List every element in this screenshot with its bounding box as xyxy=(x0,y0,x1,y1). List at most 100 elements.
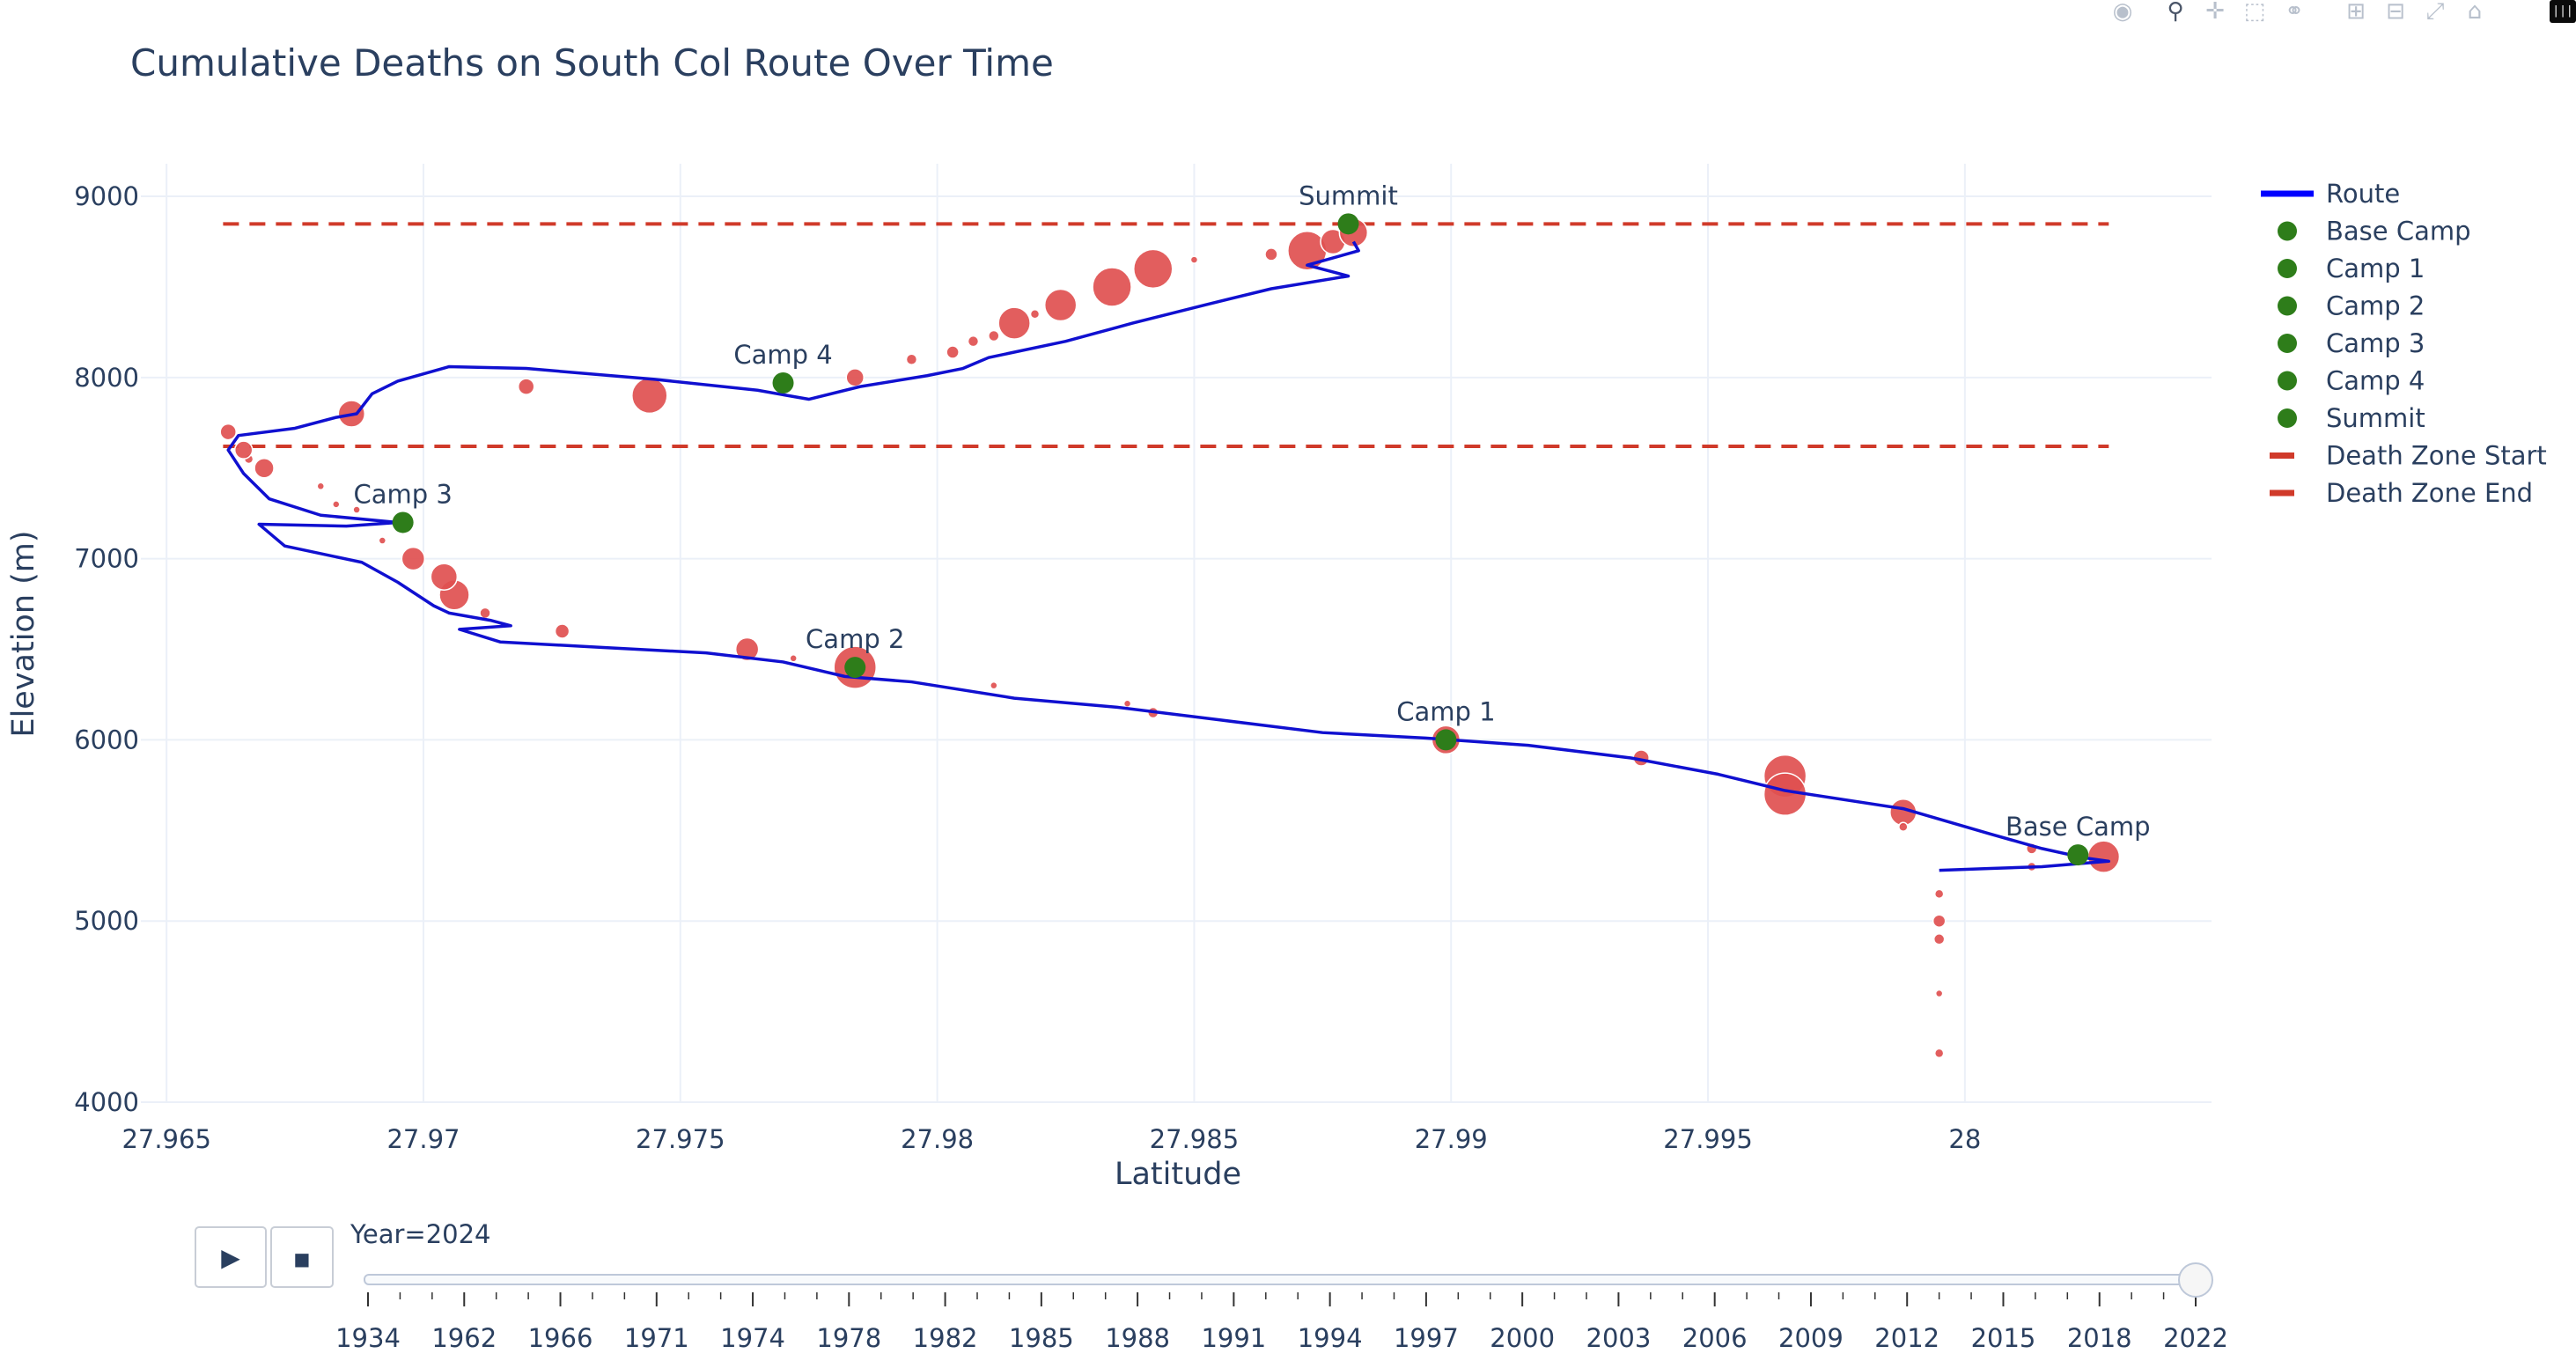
death-marker xyxy=(1122,699,1132,709)
death-marker xyxy=(845,368,865,387)
death-marker xyxy=(1898,821,1909,832)
death-marker xyxy=(1933,888,1945,900)
death-marker xyxy=(990,680,998,690)
slider-tick-label: 1994 xyxy=(1298,1323,1363,1353)
death-marker xyxy=(1189,255,1199,264)
slider-rail[interactable] xyxy=(364,1274,2200,1285)
plotly-logo-icon[interactable]: ||| xyxy=(2550,0,2576,23)
zoom-out-icon[interactable]: ⊟ xyxy=(2386,0,2405,25)
death-marker xyxy=(479,607,491,620)
death-marker xyxy=(946,345,960,359)
zoom-icon[interactable]: ⚲ xyxy=(2167,0,2184,25)
y-axis-ticks: 4000 5000 6000 7000 8000 9000 xyxy=(74,181,139,1117)
death-marker xyxy=(401,546,426,571)
x-tick-label: 27.98 xyxy=(901,1124,974,1154)
legend-item-label: Camp 3 xyxy=(2326,328,2425,358)
reset-axes-icon[interactable]: ⌂ xyxy=(2467,0,2483,25)
camera-icon[interactable]: ◉ xyxy=(2112,0,2133,25)
play-button[interactable] xyxy=(195,1226,267,1288)
x-axis-ticks: 27.965 27.97 27.975 27.98 27.985 27.99 27.995 2… xyxy=(121,1124,1981,1154)
grid-lines xyxy=(141,164,2212,1103)
death-marker xyxy=(1932,933,1946,945)
camp-label: Camp 3 xyxy=(353,479,452,509)
legend-item-label: Base Camp xyxy=(2326,217,2471,246)
camp-marker xyxy=(1435,729,1457,751)
slider-tick-label: 1991 xyxy=(1201,1323,1266,1353)
chart-title: Cumulative Deaths on South Col Route Ove… xyxy=(130,41,1054,85)
death-marker xyxy=(254,457,275,479)
slider-tick-label: 2012 xyxy=(1874,1323,1939,1353)
route-path xyxy=(226,240,2111,872)
death-marker xyxy=(517,378,535,395)
death-marker xyxy=(631,377,668,415)
autoscale-icon[interactable]: ⤢ xyxy=(2425,0,2445,25)
slider-tick-label: 2009 xyxy=(1778,1323,1844,1353)
camp-marker xyxy=(772,372,794,394)
x-tick-label: 28 xyxy=(1948,1124,1981,1154)
slider-handle[interactable] xyxy=(2178,1262,2213,1298)
legend-camp-swatch xyxy=(2278,221,2297,241)
legend-camp-swatch xyxy=(2278,296,2297,316)
slider-tick-label: 2022 xyxy=(2163,1323,2228,1353)
y-tick-label: 7000 xyxy=(74,544,139,574)
x-tick-label: 27.97 xyxy=(386,1124,460,1154)
slider-tick-label: 1971 xyxy=(624,1323,689,1353)
slider-tick-label: 1997 xyxy=(1394,1323,1459,1353)
camp-label: Camp 4 xyxy=(733,340,832,370)
death-marker xyxy=(734,636,760,662)
camp-marker xyxy=(392,511,414,533)
death-marker xyxy=(1132,248,1174,290)
death-marker xyxy=(789,654,798,663)
slider-ticks: 1934 1962 1966 1971 1974 1978 1982 1985 1988 1991… xyxy=(335,1292,2228,1353)
camp-label: Camp 2 xyxy=(806,624,904,654)
slider-tick-label: 1962 xyxy=(431,1323,497,1353)
year-slider: ▶ ■ Year=2024 1934 1962 1966 1971 1974 1978 19… xyxy=(195,1219,2228,1353)
death-marker xyxy=(378,536,387,545)
legend-camp-swatch xyxy=(2278,371,2297,391)
slider-tick-label: 2006 xyxy=(1682,1323,1748,1353)
slider-tick-label: 1934 xyxy=(335,1323,401,1353)
box-select-icon[interactable]: ⬚ xyxy=(2243,0,2266,25)
slider-tick-label: 1985 xyxy=(1009,1323,1074,1353)
camp-marker xyxy=(844,657,866,679)
slider-tick-label: 2003 xyxy=(1586,1323,1652,1353)
slider-tick-label: 2018 xyxy=(2067,1323,2132,1353)
legend-item-label: Death Zone End xyxy=(2326,478,2533,508)
x-tick-label: 27.995 xyxy=(1663,1124,1752,1154)
death-zone-lines xyxy=(223,222,2109,449)
legend-item-label: Camp 1 xyxy=(2326,254,2425,283)
camp-marker xyxy=(1337,213,1359,235)
death-marker xyxy=(316,482,326,491)
y-tick-label: 6000 xyxy=(74,725,139,754)
camp-label: Summit xyxy=(1299,180,1398,210)
death-markers xyxy=(219,217,2121,1059)
death-marker xyxy=(1934,989,1944,998)
lasso-icon[interactable]: ⚭ xyxy=(2285,0,2304,25)
death-marker xyxy=(905,353,918,366)
y-tick-label: 4000 xyxy=(74,1087,139,1117)
legend-item-label: Camp 4 xyxy=(2326,366,2425,396)
legend-item-label: Route xyxy=(2326,179,2400,209)
death-marker xyxy=(967,335,980,348)
stop-button[interactable] xyxy=(270,1226,334,1288)
legend-camp-swatch xyxy=(2278,408,2297,428)
x-tick-label: 27.965 xyxy=(121,1124,210,1154)
x-tick-label: 27.99 xyxy=(1415,1124,1488,1154)
y-tick-label: 8000 xyxy=(74,363,139,393)
slider-tick-label: 1982 xyxy=(913,1323,978,1353)
camp-label: Camp 1 xyxy=(1396,696,1495,726)
death-marker xyxy=(554,623,570,639)
death-marker xyxy=(1264,247,1278,261)
death-marker xyxy=(988,329,1000,342)
zoom-in-icon[interactable]: ⊞ xyxy=(2346,0,2366,25)
death-marker xyxy=(2087,840,2121,873)
play-icon: ▶ xyxy=(221,1243,240,1272)
death-marker xyxy=(1932,914,1947,928)
death-marker xyxy=(1029,309,1041,320)
legend-camp-swatch xyxy=(2278,334,2297,353)
pan-icon[interactable]: ✛ xyxy=(2205,0,2225,25)
death-marker xyxy=(1933,1048,1945,1059)
camp-label: Base Camp xyxy=(2006,812,2151,842)
route-line xyxy=(226,240,2111,872)
